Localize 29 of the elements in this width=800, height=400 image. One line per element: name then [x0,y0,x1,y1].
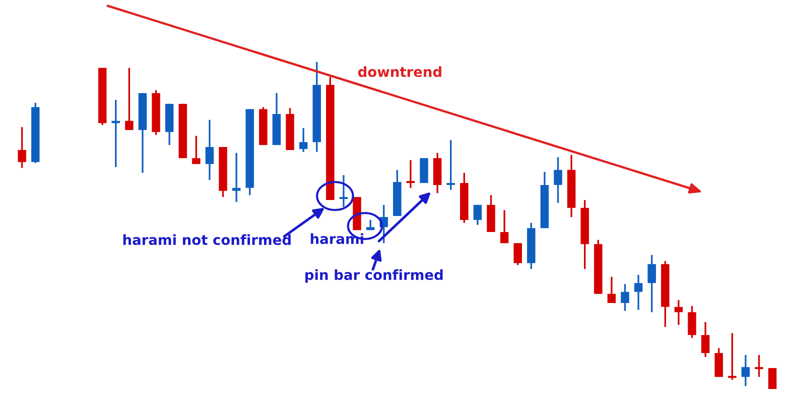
candlestick [634,274,643,311]
candlestick [701,321,710,358]
candlestick [500,209,509,244]
candlestick [205,119,214,181]
candlestick [648,254,656,313]
candlestick [473,204,482,226]
candlestick [339,174,348,208]
candlestick [554,156,562,204]
annotation: harami [310,233,364,244]
candlestick [192,135,200,165]
candlestick [688,305,696,339]
candlestick [620,283,630,312]
annotation: downtrend [358,66,442,78]
candlestick [299,127,308,153]
candlestick [232,152,241,203]
candlestick [406,159,415,189]
candlestick [514,242,522,266]
candlestick [125,67,134,131]
candlestick [18,126,26,169]
candlestick [768,367,777,390]
candlestick [607,276,616,304]
candlestick [728,332,736,381]
annotation: pin bar confirmed [305,269,443,283]
annotation: harami not confirmed [123,234,291,246]
candlestick [446,139,455,191]
candlestick [741,354,750,387]
candlestick [674,299,683,326]
candlestick [754,354,764,378]
candlestick [714,347,723,378]
